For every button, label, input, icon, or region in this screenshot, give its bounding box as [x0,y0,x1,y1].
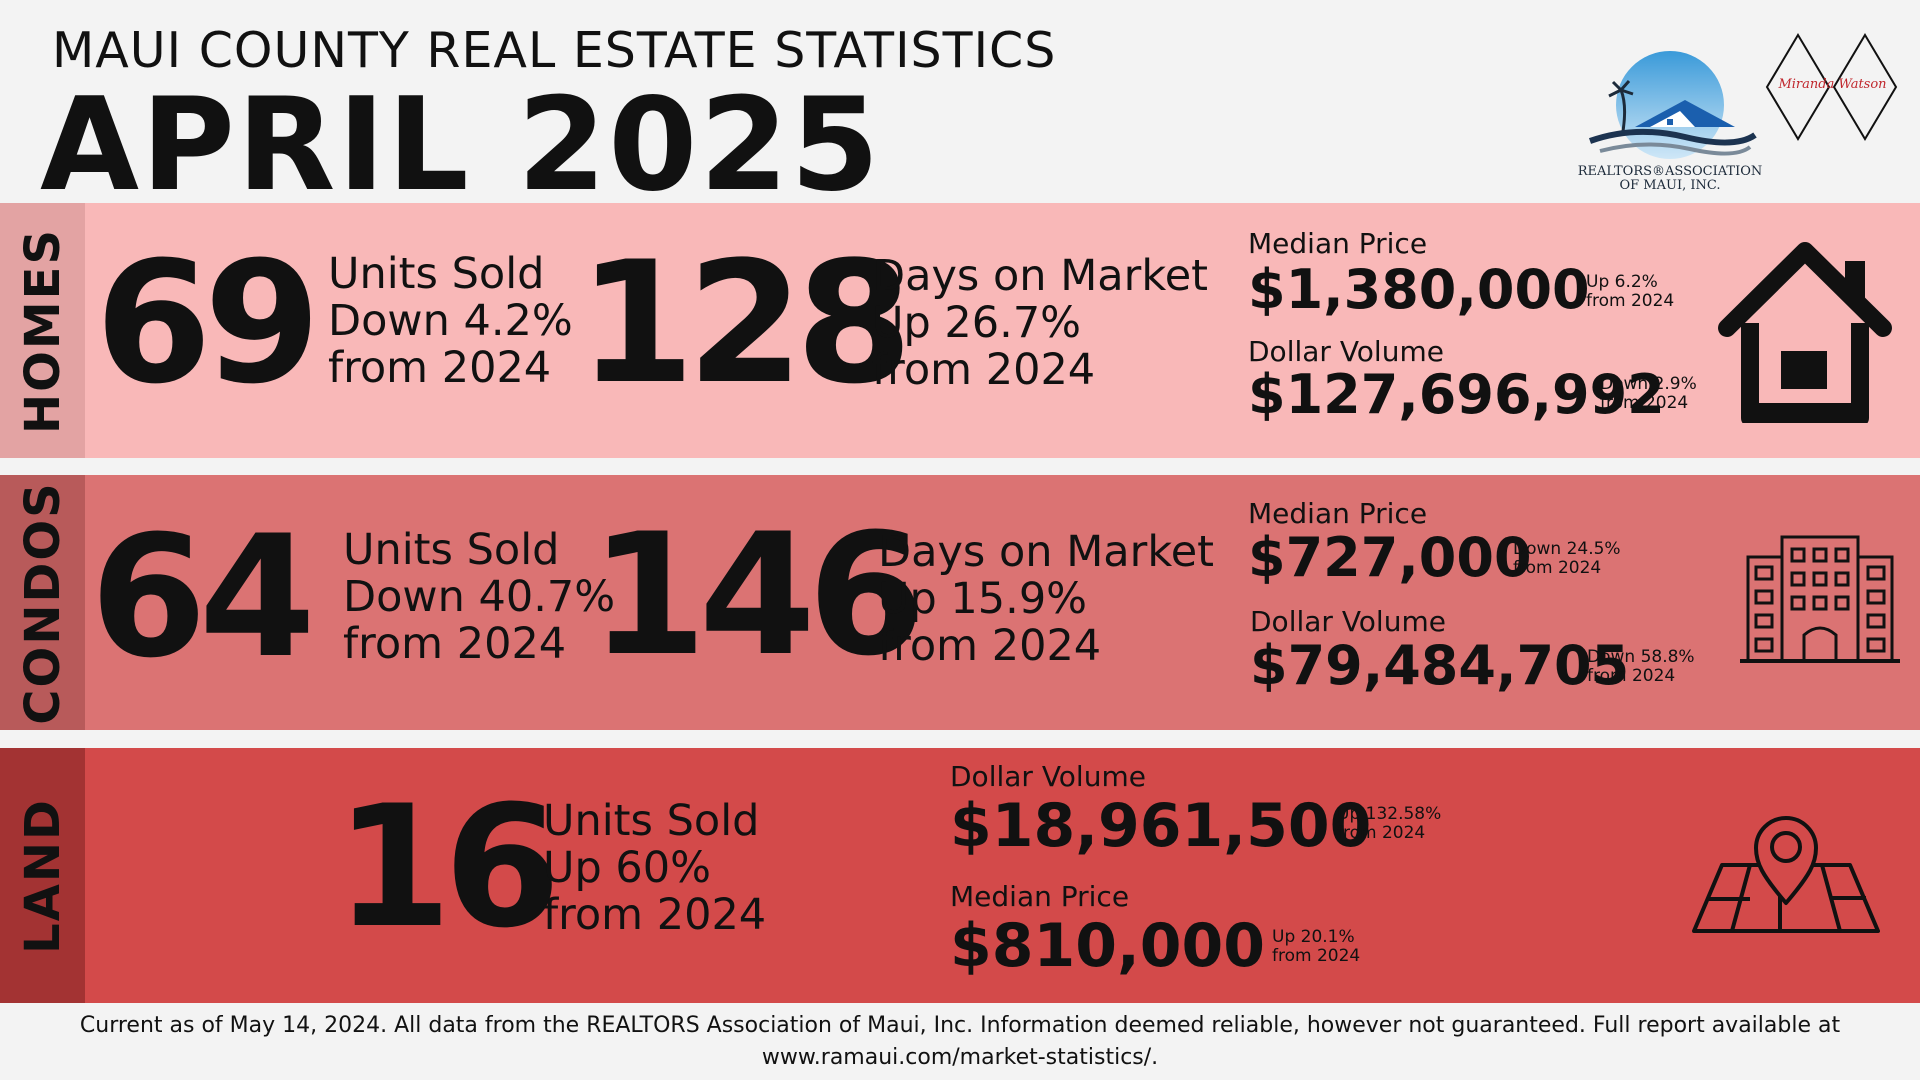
homes-volume-label: Dollar Volume [1248,335,1444,368]
homes-median-change-text: Up 6.2% [1586,272,1658,292]
land-section: LAND 16 Units Sold Up 60% from 2024 Doll… [0,748,1920,1003]
condos-volume-change: Down 58.8% from 2024 [1587,648,1695,686]
condos-median-label: Median Price [1248,497,1428,530]
homes-dom-change: Up 26.7% [872,298,1082,348]
homes-dom-label: Days on Market [872,251,1209,301]
condos-dom-from: from 2024 [878,621,1102,671]
condos-units-number: 64 [90,499,316,695]
condos-median-change: Down 24.5% from 2024 [1513,540,1621,578]
homes-units-number: 69 [95,225,321,421]
subtitle: MAUI COUNTY REAL ESTATE STATISTICS [52,22,1057,79]
homes-volume-change-from: from 2024 [1600,393,1689,413]
condos-median-value: $727,000 [1248,526,1532,589]
condos-volume-label: Dollar Volume [1250,605,1446,638]
land-volume-value: $18,961,500 [950,791,1372,861]
land-units-change: Up 60% [543,843,712,893]
logo-text-line1: REALTORS®ASSOCIATION [1577,164,1763,179]
homes-units-label: Units Sold [328,249,545,299]
condos-units-change: Down 40.7% [343,572,616,622]
homes-median-change: Up 6.2% from 2024 [1586,273,1674,311]
realtors-association-logo: REALTORS®ASSOCIATION OF MAUI, INC. [1575,45,1765,200]
condos-dom-number: 146 [590,497,925,693]
homes-dom-stat: Days on Market Up 26.7% from 2024 [872,253,1208,394]
homes-section: HOMES 69 Units Sold Down 4.2% from 2024 … [0,203,1920,458]
condos-median-change-text: Down 24.5% [1513,539,1621,559]
condos-volume-change-text: Down 58.8% [1587,647,1695,667]
condos-units-label: Units Sold [343,525,560,575]
land-section-label: LAND [14,797,71,954]
condos-units-from: from 2024 [343,619,567,669]
logo-text-line2: OF MAUI, INC. [1619,178,1721,193]
land-units-number: 16 [335,769,561,965]
condos-label-column: CONDOS [0,475,85,730]
land-median-value: $810,000 [950,911,1266,981]
land-volume-label: Dollar Volume [950,760,1146,793]
homes-volume-change: Down 2.9% from 2024 [1600,375,1697,413]
homes-median-value: $1,380,000 [1248,258,1590,321]
homes-units-stat: Units Sold Down 4.2% from 2024 [328,251,573,392]
land-units-from: from 2024 [543,890,767,940]
signature-text: Miranda Watson [1778,77,1887,92]
homes-volume-value: $127,696,992 [1248,363,1665,426]
land-median-change-from: from 2024 [1272,946,1361,966]
condos-dom-stat: Days on Market Up 15.9% from 2024 [878,529,1214,670]
condos-section: CONDOS 64 Units Sold Down 40.7% from 202… [0,475,1920,730]
land-label-column: LAND [0,748,85,1003]
homes-volume-change-text: Down 2.9% [1600,374,1697,394]
land-units-label: Units Sold [543,796,760,846]
homes-units-change: Down 4.2% [328,296,573,346]
footer-line-2: www.ramaui.com/market-statistics/. [761,1045,1159,1070]
land-median-change-text: Up 20.1% [1272,927,1355,947]
homes-dom-number: 128 [578,225,913,421]
house-icon [1715,233,1895,423]
footer-line-1: Current as of May 14, 2024. All data fro… [79,1013,1841,1038]
condos-volume-value: $79,484,705 [1250,634,1630,697]
land-median-change: Up 20.1% from 2024 [1272,928,1360,966]
land-volume-change-from: from 2024 [1337,823,1426,843]
land-volume-change: Up 132.58% from 2024 [1337,805,1441,843]
signature-logo: Miranda Watson [1765,33,1900,141]
homes-median-label: Median Price [1248,227,1428,260]
land-median-label: Median Price [950,880,1130,913]
condos-dom-label: Days on Market [878,527,1215,577]
homes-section-label: HOMES [14,227,71,434]
footer-note: Current as of May 14, 2024. All data fro… [0,1010,1920,1074]
homes-dom-from: from 2024 [872,345,1096,395]
condos-median-change-from: from 2024 [1513,558,1602,578]
condos-volume-change-from: from 2024 [1587,666,1676,686]
homes-label-column: HOMES [0,203,85,458]
building-icon [1740,535,1900,665]
condos-units-stat: Units Sold Down 40.7% from 2024 [343,527,615,668]
page-title: APRIL 2025 [40,71,882,220]
condos-dom-change: Up 15.9% [878,574,1088,624]
condos-section-label: CONDOS [14,480,71,725]
land-volume-change-text: Up 132.58% [1337,804,1442,824]
map-pin-icon [1690,803,1880,938]
homes-median-change-from: from 2024 [1586,291,1675,311]
land-units-stat: Units Sold Up 60% from 2024 [543,798,766,939]
homes-units-from: from 2024 [328,343,552,393]
